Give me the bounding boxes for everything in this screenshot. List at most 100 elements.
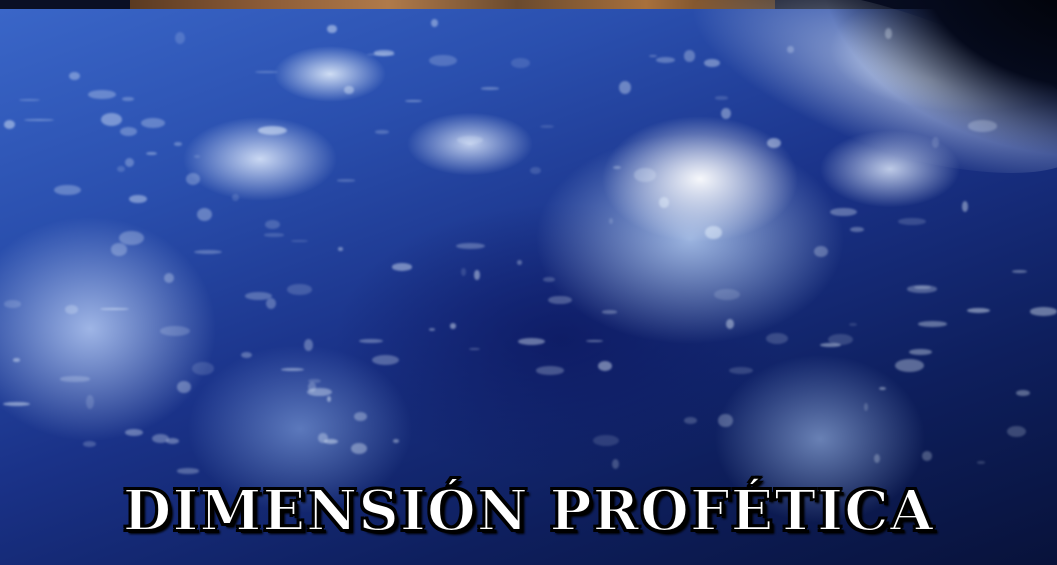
- cloud-speck: [728, 367, 754, 375]
- cloud-speck: [336, 179, 355, 182]
- outer-space: [817, 0, 1057, 160]
- cloud-speck: [613, 165, 622, 169]
- cloud-speck: [88, 90, 116, 99]
- cloud-speck: [827, 333, 853, 345]
- cloud-speck: [609, 217, 614, 225]
- cloud-speck: [766, 137, 781, 148]
- cloud-speck: [257, 125, 288, 136]
- cloud-speck: [592, 435, 619, 447]
- cloud-speck: [177, 468, 199, 474]
- cloud-speck: [122, 97, 134, 101]
- cloud-speck: [1016, 389, 1030, 396]
- cloud-speck: [455, 243, 485, 249]
- cloud-speck: [1006, 425, 1026, 438]
- cloud-speck: [241, 351, 253, 359]
- cloud-speck: [60, 376, 90, 382]
- cloud-speck: [683, 417, 698, 424]
- cloud-speck: [193, 154, 200, 158]
- cloud-speck: [431, 18, 439, 27]
- cloud-speck: [392, 263, 412, 271]
- cloud-speck: [516, 259, 522, 266]
- cloud-speck: [878, 386, 887, 391]
- cloud-speck: [351, 442, 368, 454]
- cloud-speck: [265, 298, 277, 310]
- cloud-speck: [1029, 307, 1057, 316]
- cloud-speck: [263, 233, 284, 237]
- cloud-speck: [961, 200, 969, 212]
- cloud-speck: [914, 286, 932, 290]
- cloud-speck: [193, 249, 222, 254]
- cloud-speck: [100, 112, 122, 126]
- cloud-speck: [619, 80, 632, 95]
- cloud-speck: [3, 402, 30, 407]
- cloud-speck: [863, 402, 869, 412]
- cloud-speck: [932, 136, 940, 149]
- cloud-speck: [602, 310, 618, 314]
- cloud-speck: [404, 99, 422, 102]
- cloud-speck: [765, 333, 789, 345]
- cloud-speck: [264, 219, 280, 230]
- cloud-speck: [648, 54, 658, 57]
- cloud-speck: [164, 272, 175, 283]
- cloud-speck: [586, 339, 604, 343]
- cloud-speck: [714, 96, 728, 100]
- cloud-speck: [185, 173, 200, 186]
- cloud-speck: [510, 57, 531, 68]
- cloud-speck: [13, 358, 20, 362]
- cloud-speck: [849, 226, 865, 233]
- cloud-speck: [540, 124, 555, 128]
- cloud-speck: [307, 381, 317, 392]
- cloud-speck: [343, 85, 354, 95]
- cloud-speck: [1011, 270, 1028, 274]
- cloud-speck: [922, 451, 933, 461]
- cloud-speck: [245, 292, 273, 300]
- cloud-speck: [327, 24, 337, 34]
- cloud-speck: [374, 130, 389, 135]
- cloud-speck: [481, 87, 500, 90]
- cloud-speck: [392, 439, 400, 443]
- cloud-speck: [830, 207, 857, 216]
- cloud-speck: [611, 458, 620, 470]
- cloud-speck: [898, 217, 927, 226]
- cloud-speck: [967, 120, 997, 132]
- cloud-speck: [232, 194, 239, 202]
- cloud-speck: [120, 127, 137, 136]
- cloud-speck: [849, 322, 858, 327]
- cloud-speck: [725, 318, 734, 330]
- cloud-speck: [145, 151, 158, 156]
- cloud-speck: [371, 355, 399, 366]
- cloud-speck: [324, 439, 339, 445]
- cloud-speck: [517, 338, 545, 346]
- cloud-speck: [174, 141, 183, 146]
- cloud-speck: [658, 197, 670, 208]
- cloud-speck: [449, 323, 457, 330]
- cloud-speck: [460, 267, 466, 276]
- cloud-speck: [125, 428, 143, 436]
- cloud-speck: [703, 58, 720, 68]
- cloud-speck: [111, 243, 128, 256]
- cloud-speck: [542, 276, 555, 282]
- cloud-speck: [287, 284, 312, 295]
- cloud-speck: [124, 157, 134, 168]
- top-photo-strip: [130, 0, 775, 9]
- cloud-speck: [787, 45, 795, 54]
- cloud-speck: [117, 165, 125, 172]
- cloud-speck: [119, 230, 144, 245]
- cloud-speck: [468, 348, 480, 351]
- poster-title: DIMENSIÓN PROFÉTICA: [122, 477, 935, 545]
- cloud-speck: [909, 348, 933, 356]
- cloud-speck: [317, 432, 328, 444]
- cloud-speck: [152, 433, 170, 444]
- cloud-speck: [633, 168, 656, 182]
- cloud-speck: [907, 285, 937, 293]
- cloud-speck: [359, 338, 383, 344]
- cloud-speck: [353, 411, 367, 421]
- cloud-speck: [196, 207, 213, 222]
- cloud-speck: [976, 461, 986, 464]
- top-strip-dark-left: [0, 0, 130, 9]
- cloud-speck: [918, 321, 947, 327]
- cloud-speck: [290, 239, 308, 243]
- cloud-speck: [141, 117, 166, 128]
- cloud-speck: [128, 194, 148, 204]
